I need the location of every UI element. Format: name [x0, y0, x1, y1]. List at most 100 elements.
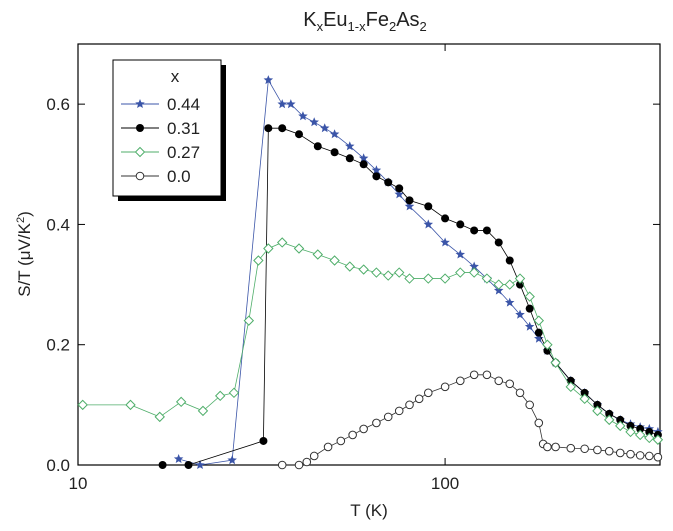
marker-star [319, 123, 330, 133]
marker-open-circle [604, 446, 614, 456]
marker-circle [264, 124, 273, 133]
marker-star [135, 99, 145, 109]
marker-star [345, 141, 355, 151]
y-tick-label: 0.6 [46, 95, 70, 114]
text-part: S/T (μV/K [15, 222, 34, 296]
marker-star [515, 309, 525, 319]
marker-open-circle [359, 424, 368, 434]
marker-star [394, 189, 404, 199]
marker-diamond [439, 273, 451, 284]
marker-circle [441, 214, 450, 223]
marker-open-circle [455, 376, 465, 386]
marker-diamond [214, 390, 226, 402]
marker-open-circle [469, 370, 479, 380]
marker-open-circle [394, 406, 404, 416]
marker-star [309, 117, 319, 127]
marker-diamond [514, 273, 526, 284]
marker-diamond [615, 420, 626, 432]
marker-diamond [481, 273, 493, 284]
marker-circle [345, 154, 354, 163]
marker-star [455, 249, 466, 259]
marker-star [469, 261, 479, 271]
marker-open-circle [405, 400, 414, 410]
marker-diamond [312, 249, 323, 260]
marker-diamond [243, 315, 255, 326]
marker-open-circle [515, 388, 525, 398]
marker-open-circle [336, 436, 346, 446]
marker-star [263, 75, 274, 85]
legend-label: 0.27 [167, 143, 200, 162]
marker-open-circle [323, 442, 333, 452]
x-axis-label: T (K) [350, 501, 387, 520]
marker-star [227, 455, 237, 465]
marker-diamond [277, 237, 288, 248]
marker-circle [395, 184, 404, 193]
marker-circle [505, 256, 514, 265]
marker-diamond [634, 429, 646, 441]
y-tick-label: 0.4 [46, 215, 70, 234]
marker-circle [593, 400, 602, 409]
marker-diamond [652, 434, 664, 445]
marker-diamond [125, 399, 136, 411]
legend-title: x [171, 67, 180, 86]
marker-diamond [423, 273, 434, 284]
marker-diamond [404, 273, 415, 284]
marker-circle [482, 226, 491, 235]
y-tick-label: 0.0 [46, 456, 70, 475]
marker-circle [384, 178, 393, 187]
marker-circle [580, 388, 589, 397]
marker-open-circle [644, 451, 654, 461]
marker-diamond [542, 339, 553, 350]
text-part: ) [15, 211, 34, 217]
marker-circle [566, 376, 575, 385]
marker-open-circle [566, 443, 576, 453]
marker-diamond [504, 279, 515, 290]
marker-circle [330, 148, 339, 157]
marker-star [277, 99, 287, 109]
marker-diamond [644, 432, 655, 444]
text-part: As [396, 9, 419, 31]
x-tick-label: 100 [431, 474, 459, 493]
marker-open-circle [277, 460, 287, 470]
marker-star [504, 297, 515, 307]
marker-circle [278, 124, 287, 133]
marker-open-circle [414, 394, 424, 404]
superscript: 2 [15, 217, 27, 223]
marker-open-circle [615, 448, 625, 458]
marker-open-circle [543, 442, 552, 452]
text-part: Eu [323, 9, 347, 31]
marker-open-circle [653, 452, 663, 462]
marker-star [493, 285, 504, 295]
marker-diamond [154, 411, 165, 423]
marker-circle [456, 220, 465, 229]
marker-diamond [344, 261, 355, 272]
marker-star [195, 460, 205, 470]
marker-diamond [394, 267, 405, 278]
marker-circle [184, 461, 193, 469]
legend-label: 0.31 [167, 119, 200, 138]
marker-diamond [197, 405, 209, 417]
marker-open-circle [348, 430, 357, 440]
marker-open-circle [309, 451, 319, 461]
marker-star [423, 219, 434, 229]
marker-circle [605, 409, 614, 418]
marker-diamond [550, 357, 561, 368]
legend-label: 0.0 [167, 167, 191, 186]
marker-circle [136, 124, 144, 132]
marker-circle [405, 196, 414, 205]
marker-diamond [604, 414, 615, 426]
marker-diamond [371, 267, 382, 278]
marker-star [358, 153, 369, 163]
marker-diamond [533, 315, 544, 326]
marker-diamond [358, 264, 369, 275]
marker-open-circle [626, 449, 635, 459]
marker-diamond [253, 255, 264, 266]
marker-open-circle [423, 388, 433, 398]
marker-star [524, 321, 535, 331]
marker-circle [494, 238, 503, 247]
marker-open-circle [135, 171, 145, 181]
marker-circle [372, 172, 381, 181]
marker-diamond [293, 243, 305, 254]
marker-diamond [263, 243, 274, 254]
